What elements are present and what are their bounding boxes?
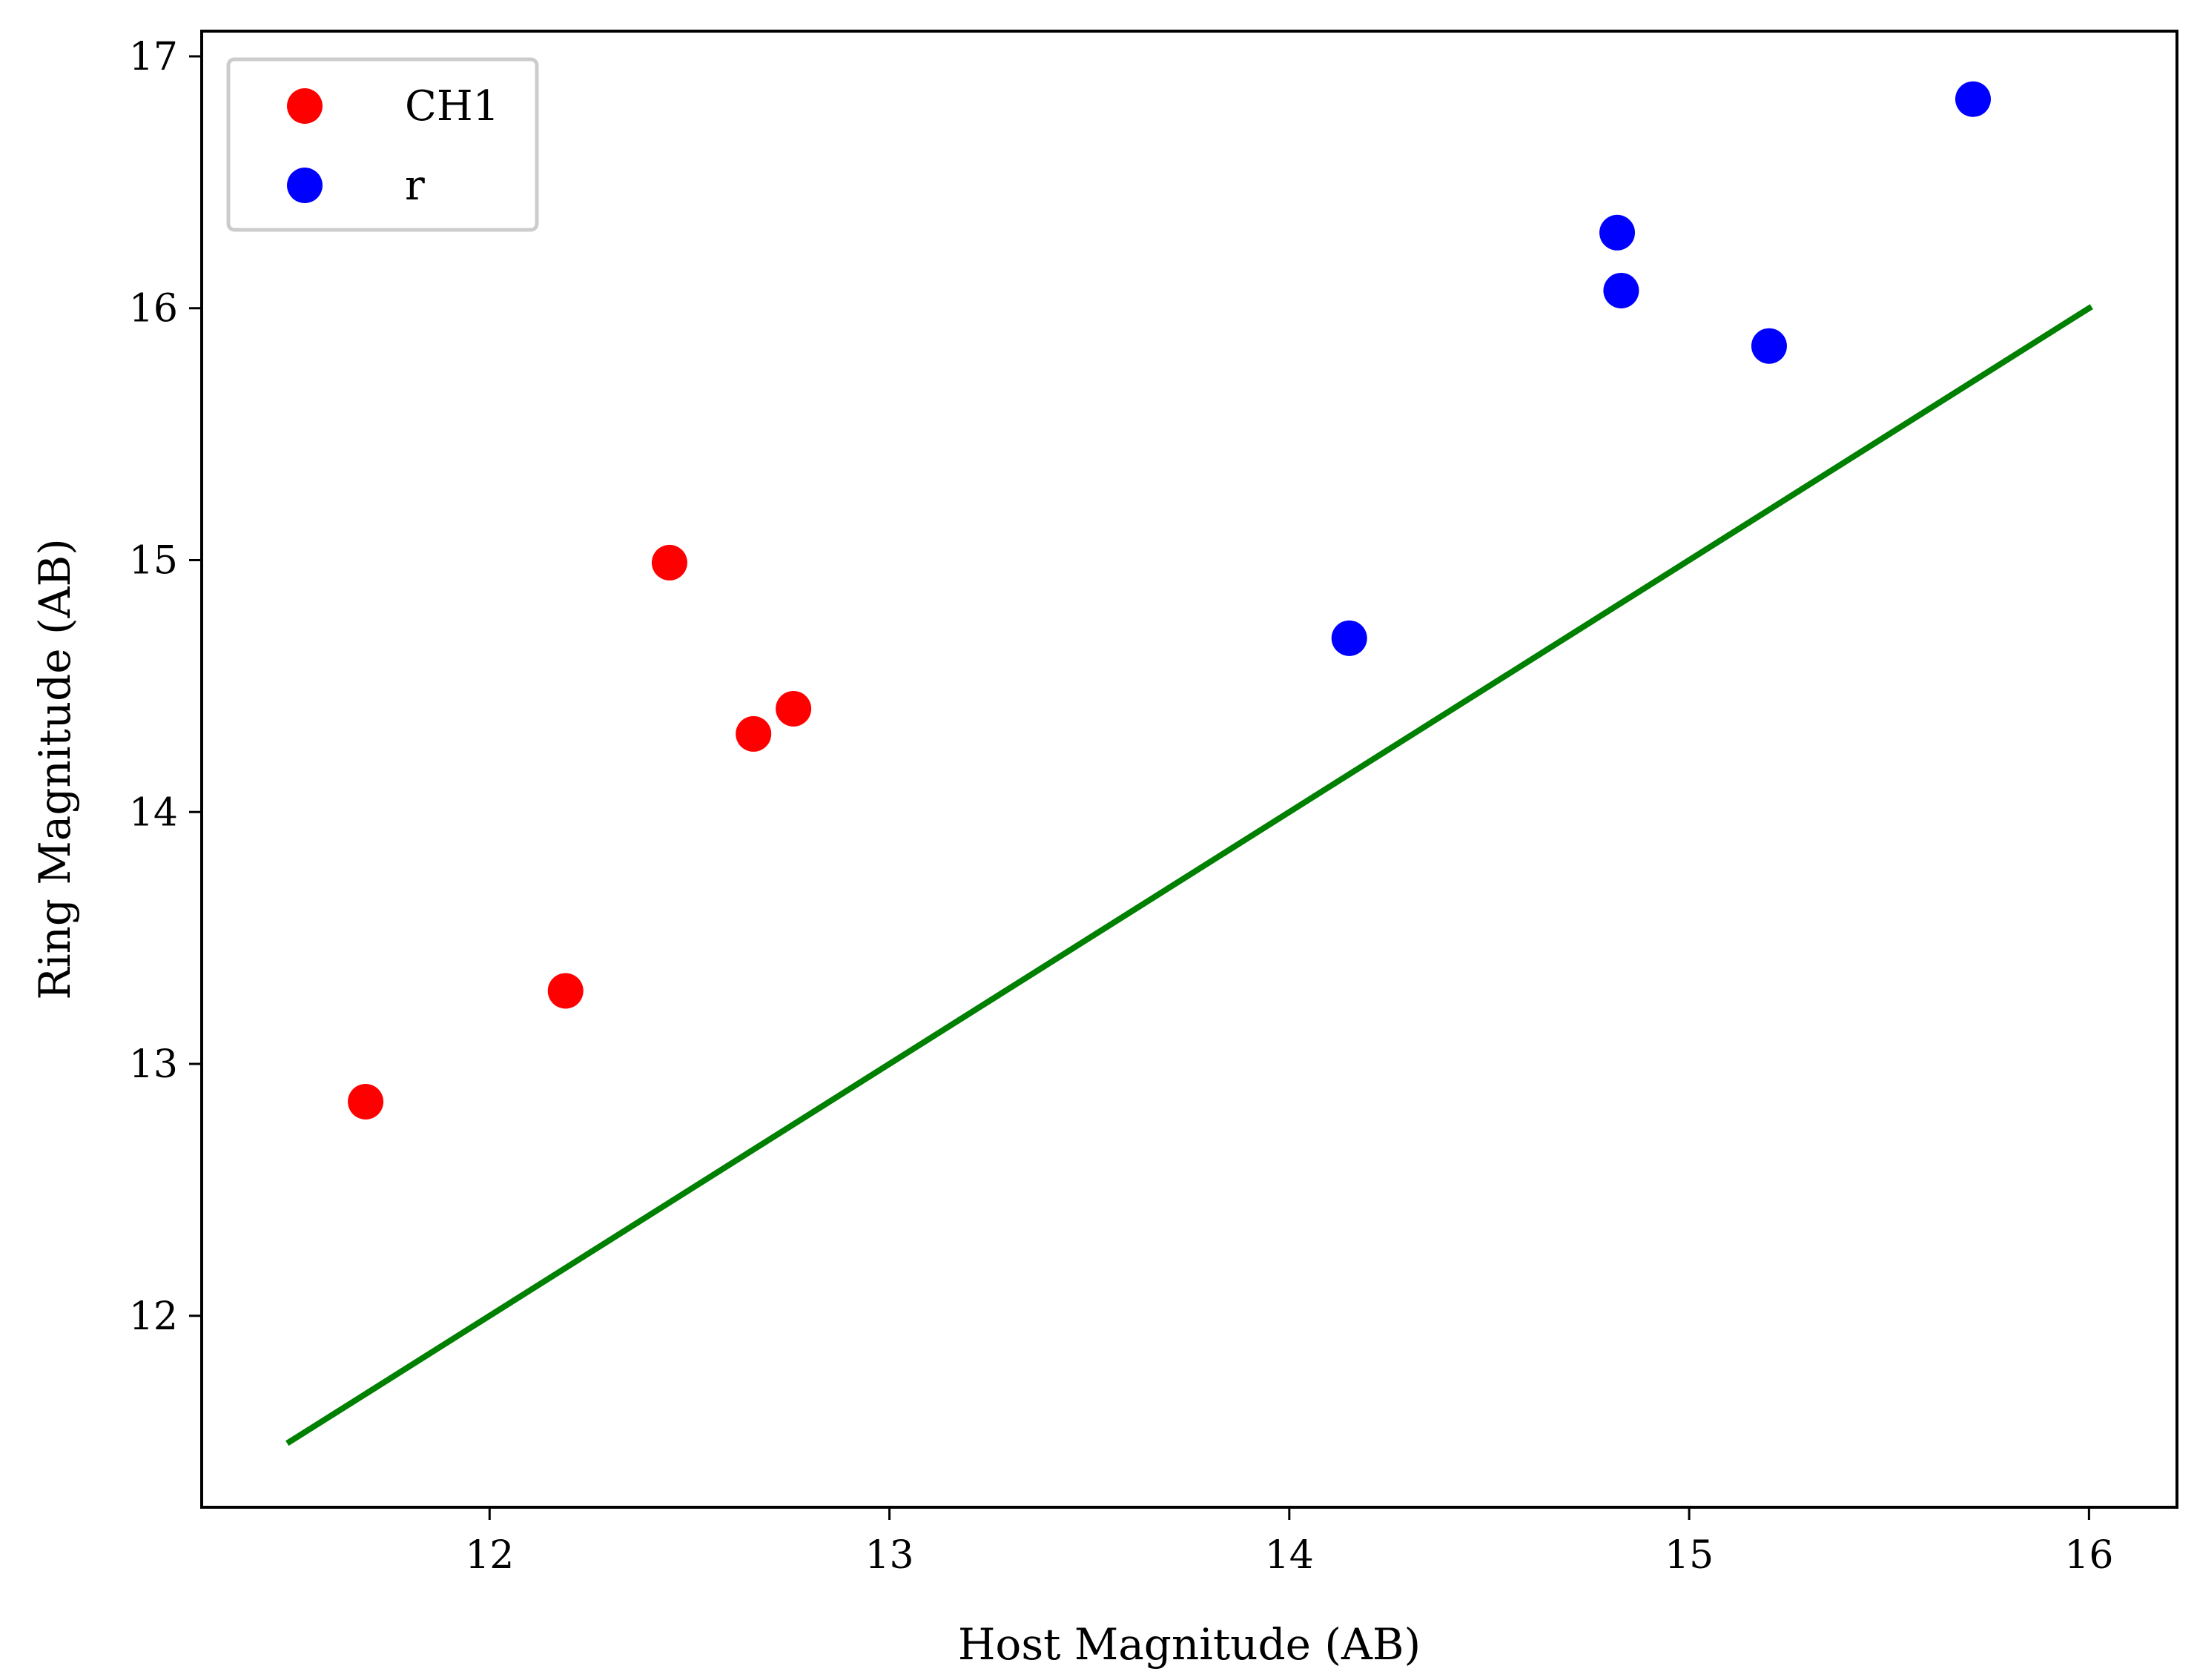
data-point-r-0 (1331, 620, 1367, 656)
plot-content (285, 81, 2093, 1446)
y-axis: 12 13 14 15 16 17 (129, 35, 202, 1339)
x-tick-label: 14 (1265, 1533, 1314, 1578)
data-point-r-3 (1751, 328, 1787, 364)
legend-label-CH1: CH1 (405, 82, 499, 130)
reference-line (285, 304, 2093, 1446)
x-axis: 12 13 14 15 16 (465, 1507, 2113, 1578)
plot-frame (200, 30, 2178, 1509)
data-point-r-1 (1599, 214, 1636, 251)
data-point-CH1-3 (736, 715, 772, 752)
x-axis-label: Host Magnitude (AB) (958, 1619, 1421, 1670)
legend-marker-r (287, 168, 323, 203)
y-tick-label: 15 (129, 538, 178, 583)
x-tick-label: 15 (1665, 1533, 1714, 1578)
data-point-CH1-4 (776, 690, 812, 727)
data-point-r-2 (1603, 272, 1639, 308)
x-tick-label: 12 (465, 1533, 514, 1578)
legend-label-r: r (405, 162, 425, 210)
data-point-CH1-2 (651, 544, 687, 581)
legend: CH1 r (226, 57, 539, 232)
y-tick-label: 12 (129, 1294, 178, 1339)
data-point-CH1-0 (348, 1083, 384, 1120)
y-tick-label: 17 (129, 35, 178, 79)
y-tick-label: 14 (129, 790, 178, 835)
y-axis-label: Ring Magnitude (AB) (30, 538, 80, 999)
y-tick-label: 13 (129, 1042, 178, 1087)
series-r (1331, 81, 1991, 656)
x-tick-label: 16 (2064, 1533, 2113, 1578)
series-CH1 (348, 544, 812, 1120)
data-point-CH1-1 (547, 973, 584, 1009)
legend-marker-CH1 (287, 88, 323, 124)
x-tick-label: 13 (865, 1533, 914, 1578)
y-tick-label: 16 (129, 287, 178, 331)
data-point-r-4 (1955, 81, 1991, 117)
